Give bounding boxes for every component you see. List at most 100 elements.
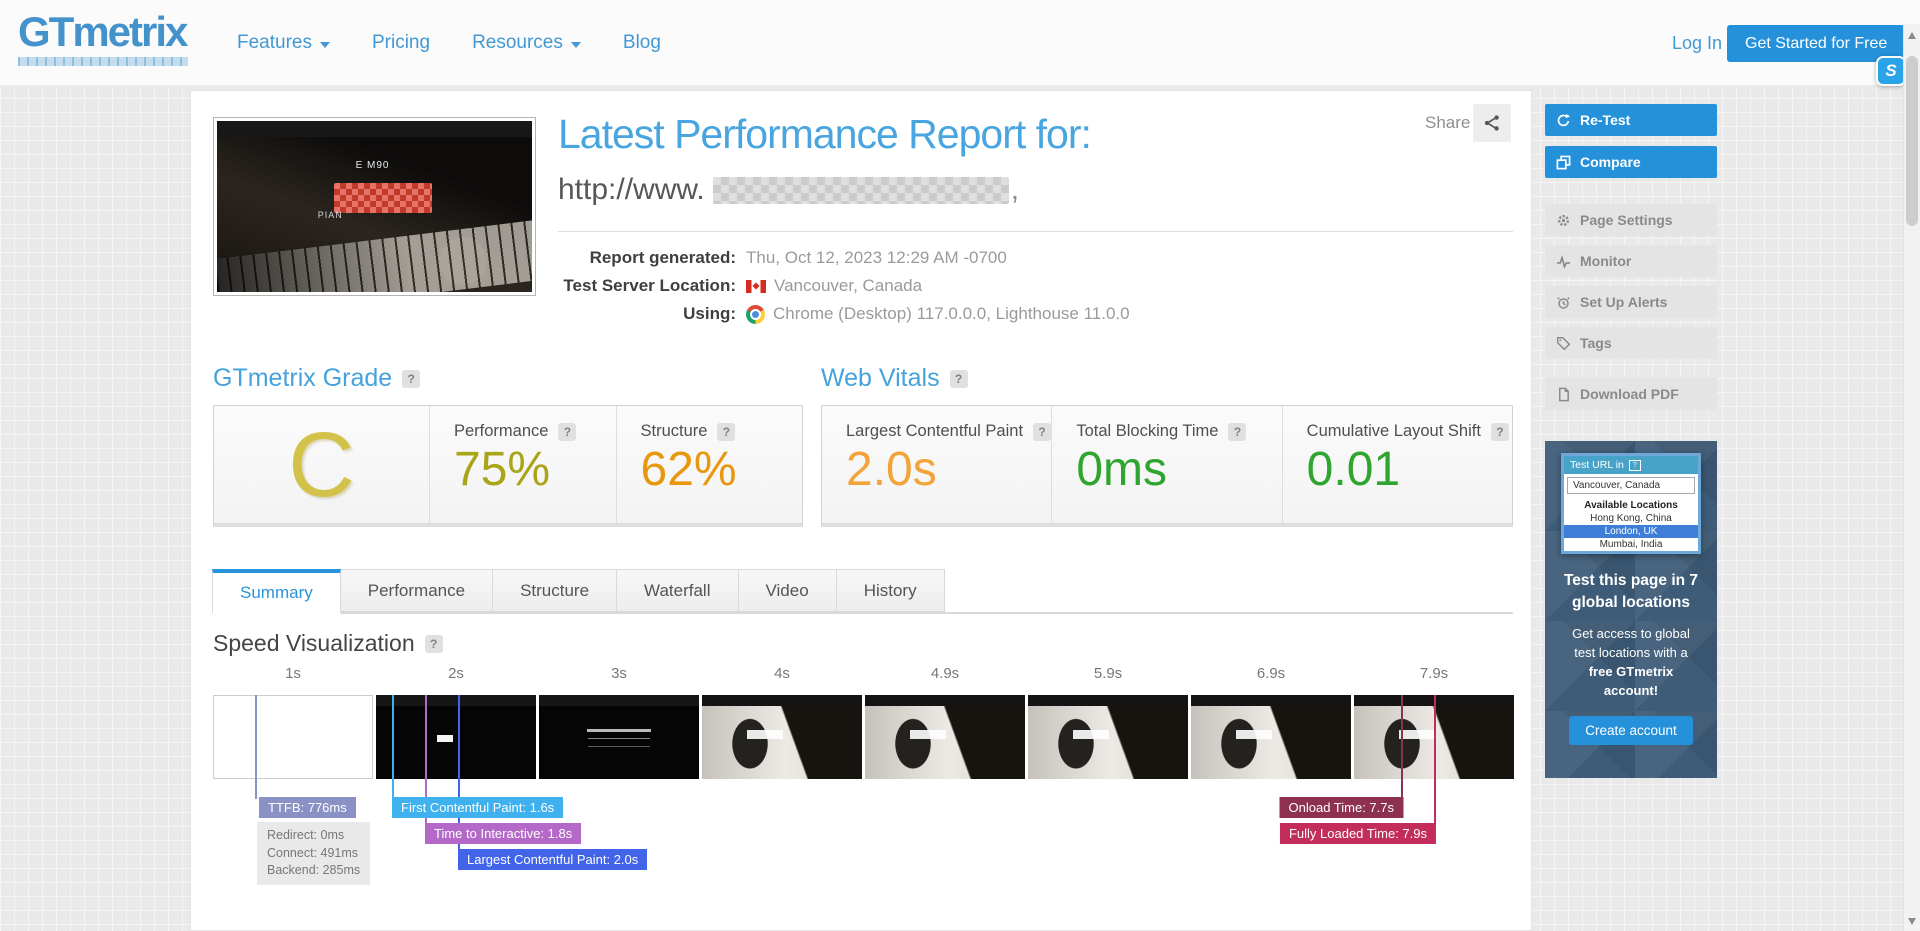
fcp-label: First Contentful Paint: 1.6s — [392, 797, 564, 818]
chevron-down-icon — [319, 41, 330, 48]
nav-resources[interactable]: Resources — [472, 32, 581, 54]
structure-value: 62% — [640, 443, 737, 496]
nav-features[interactable]: Features — [237, 32, 330, 54]
help-icon[interactable]: ? — [558, 422, 577, 441]
pulse-icon — [1556, 254, 1571, 269]
available-locations-header: Available Locations — [1584, 500, 1678, 511]
filmstrip-frame — [539, 695, 699, 779]
tti-label: Time to Interactive: 1.8s — [425, 823, 582, 844]
compare-button[interactable]: Compare — [1545, 146, 1717, 178]
logo-text: GTmetrix — [18, 8, 188, 55]
canada-flag-icon — [746, 279, 766, 293]
fully-loaded-label: Fully Loaded Time: 7.9s — [1279, 823, 1436, 844]
set-up-alerts-button[interactable]: Set Up Alerts — [1545, 286, 1717, 318]
test-server-row: Test Server Location: Vancouver, Canada — [563, 276, 923, 295]
tab-waterfall[interactable]: Waterfall — [616, 569, 739, 612]
page-title: Latest Performance Report for: — [558, 111, 1092, 157]
tab-summary[interactable]: Summary — [212, 569, 341, 614]
scroll-down-icon[interactable] — [1908, 918, 1916, 925]
tags-button[interactable]: Tags — [1545, 327, 1717, 359]
location-option[interactable]: Mumbai, India — [1599, 539, 1663, 550]
report-tabs: Summary Performance Structure Waterfall … — [212, 569, 1513, 614]
logo-ruler-graphic — [18, 57, 188, 66]
tab-structure[interactable]: Structure — [492, 569, 618, 612]
global-locations-promo: Test URL in ? Vancouver, Canada Availabl… — [1545, 441, 1717, 778]
gear-icon — [1557, 214, 1570, 226]
cls-metric: Cumulative Layout Shift? 0.01 — [1281, 406, 1512, 523]
location-option-highlighted[interactable]: London, UK — [1564, 525, 1698, 538]
location-select[interactable]: Vancouver, Canada — [1567, 477, 1695, 494]
help-icon[interactable]: ? — [717, 422, 736, 441]
get-started-button[interactable]: Get Started for Free — [1727, 25, 1906, 62]
help-icon[interactable]: ? — [402, 369, 421, 388]
lcp-value: 2.0s — [846, 443, 937, 496]
report-url: http://www. , — [558, 173, 1019, 207]
performance-value: 75% — [454, 443, 551, 496]
promo-body: Get access to global test locations with… — [1572, 626, 1690, 698]
filmstrip-frame — [702, 695, 862, 779]
monitor-button[interactable]: Monitor — [1545, 245, 1717, 277]
performance-metric: Performance? 75% — [429, 406, 616, 523]
using-row: Using: Chrome (Desktop) 117.0.0.0, Light… — [683, 304, 1130, 324]
page-settings-button[interactable]: Page Settings — [1545, 204, 1717, 236]
page-scrollbar[interactable] — [1903, 24, 1920, 931]
tab-video[interactable]: Video — [737, 569, 837, 612]
extension-badge-icon[interactable]: S — [1876, 56, 1906, 86]
filmstrip-frame — [1191, 695, 1351, 779]
retest-button[interactable]: Re-Test — [1545, 104, 1717, 136]
location-option[interactable]: Hong Kong, China — [1590, 513, 1672, 524]
promo-title: Test this page in 7 global locations — [1563, 572, 1699, 611]
gtmetrix-logo[interactable]: GTmetrix — [18, 8, 188, 66]
ttfb-breakdown: Redirect: 0ms Connect: 491ms Backend: 28… — [257, 822, 371, 885]
share-icon — [1484, 115, 1499, 131]
nav-pricing[interactable]: Pricing — [371, 32, 431, 53]
share-button[interactable] — [1473, 104, 1511, 142]
scroll-up-icon[interactable] — [1908, 32, 1916, 39]
create-account-button[interactable]: Create account — [1569, 715, 1693, 745]
top-nav-bar: GTmetrix Features Pricing Resources Blog… — [0, 0, 1920, 86]
report-generated-row: Report generated: Thu, Oct 12, 2023 12:2… — [589, 248, 1007, 267]
lcp-metric: Largest Contentful Paint? 2.0s — [822, 406, 1052, 523]
vitals-heading: Web Vitals ? — [821, 364, 968, 393]
url-prefix: http://www. — [558, 173, 705, 206]
tab-performance[interactable]: Performance — [339, 569, 494, 612]
help-icon[interactable]: ? — [424, 634, 443, 653]
pdf-icon — [1559, 387, 1569, 401]
speed-visualization: 1s 2s 3s 4s 4.9s 5.9s 6.9s 7.9s — [213, 665, 1518, 885]
grade-letter: C — [288, 413, 355, 516]
help-icon[interactable]: ? — [1228, 422, 1247, 441]
thumbnail-caption-2: PIAN — [317, 209, 343, 220]
fully-loaded-marker-line — [1434, 695, 1436, 825]
tbt-metric: Total Blocking Time? 0ms — [1051, 406, 1281, 523]
help-icon[interactable]: ? — [1033, 422, 1052, 441]
report-card: E M90 PIAN Latest Performance Report for… — [190, 90, 1532, 931]
test-url-widget: Test URL in ? Vancouver, Canada Availabl… — [1561, 453, 1701, 554]
download-pdf-button[interactable]: Download PDF — [1545, 378, 1717, 410]
login-link[interactable]: Log In — [1672, 32, 1723, 53]
tbt-value: 0ms — [1076, 443, 1168, 496]
nav-blog[interactable]: Blog — [622, 32, 661, 53]
chevron-down-icon — [570, 41, 581, 48]
report-thumbnail: E M90 PIAN — [213, 117, 536, 296]
thumbnail-image: E M90 PIAN — [217, 121, 532, 292]
alarm-icon — [1557, 296, 1570, 309]
widget-header: Test URL in ? — [1564, 456, 1698, 474]
help-icon: ? — [1628, 459, 1641, 471]
tab-history[interactable]: History — [835, 569, 945, 612]
action-sidebar: Re-Test Compare Page Settings Monitor — [1545, 104, 1717, 778]
divider — [558, 231, 1513, 232]
speed-viz-heading: Speed Visualization ? — [213, 630, 443, 657]
tti-marker-line — [425, 695, 427, 825]
filmstrip — [213, 695, 1514, 779]
lcp-label: Largest Contentful Paint: 2.0s — [458, 849, 648, 870]
help-icon[interactable]: ? — [949, 369, 968, 388]
refresh-icon — [1557, 113, 1571, 126]
filmstrip-frame — [865, 695, 1025, 779]
compare-icon — [1556, 155, 1571, 169]
main-nav: Features Pricing Resources Blog — [237, 0, 661, 86]
grade-heading: GTmetrix Grade ? — [213, 364, 421, 393]
help-icon[interactable]: ? — [1490, 422, 1509, 441]
piano-keys-graphic — [217, 219, 532, 292]
scrollbar-thumb[interactable] — [1906, 56, 1918, 226]
